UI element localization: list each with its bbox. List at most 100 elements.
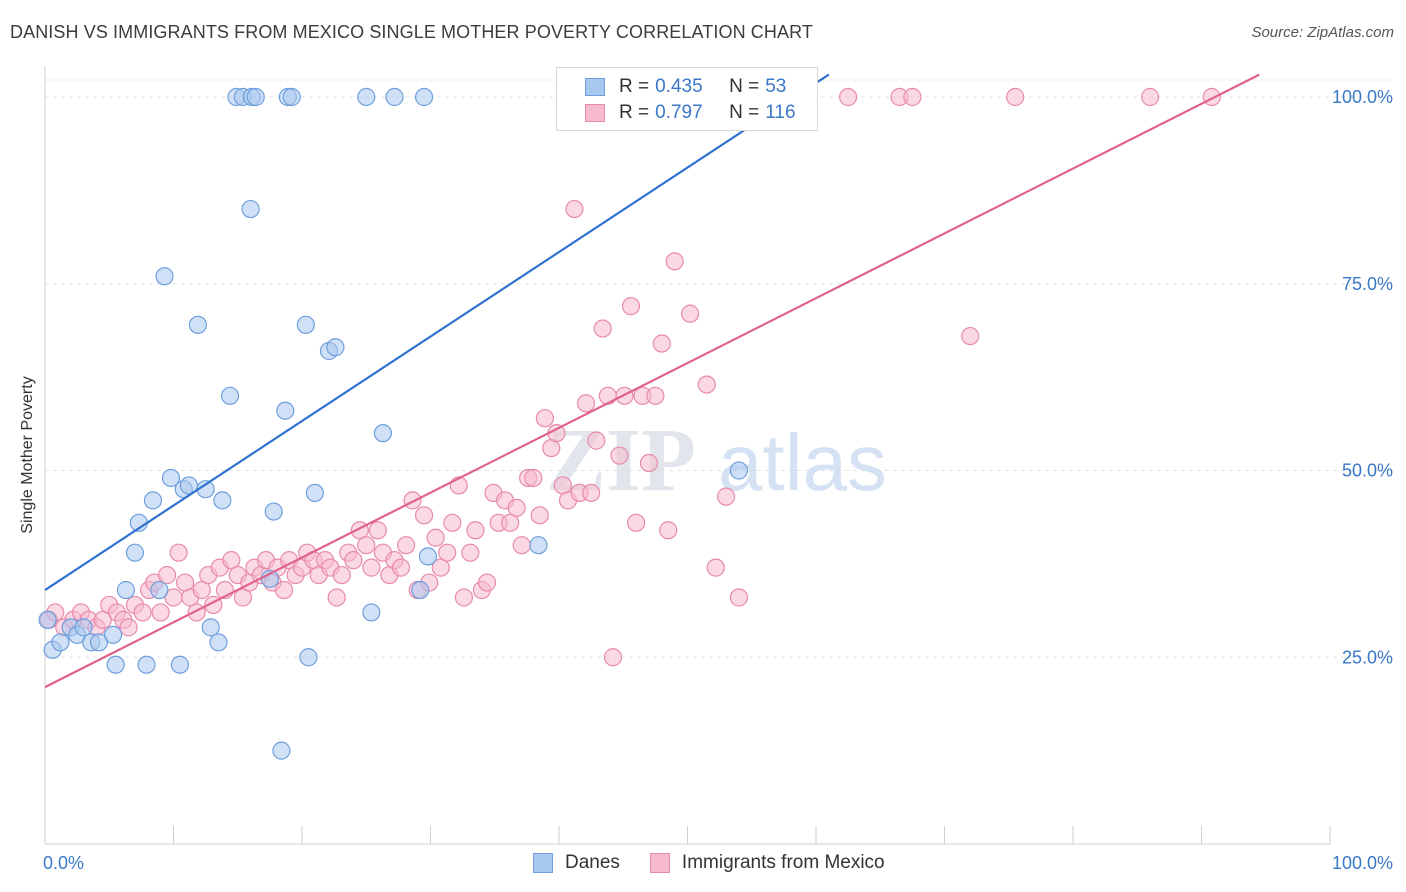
danes-point [276,401,295,420]
mexico-point [593,319,612,338]
mexico-legend-label: Immigrants from Mexico [681,852,885,873]
series-legend: Danes Immigrants from Mexico [533,852,915,874]
mexico-point [603,648,623,667]
mexico-point [524,468,543,488]
danes-point [170,655,190,674]
danes-point [385,87,404,107]
mexico-points [39,87,1221,667]
mexico-point [438,543,457,562]
mexico-point [357,536,376,555]
mexico-point [477,573,497,592]
danes-point [729,461,749,480]
mexico-point [151,603,170,622]
y-tick-label: 75.0% [1342,274,1393,294]
danes-point [104,625,123,644]
danes-point [357,87,376,107]
mexico-point [327,588,346,607]
danes-point [272,741,291,760]
mexico-point [133,603,152,622]
tick-labels: 25.0% 50.0% 75.0% 100.0% 0.0% 100.0% [43,87,1393,873]
mexico-point [903,87,922,107]
danes-point [299,648,318,667]
mexico-point [565,199,584,219]
mexico-point [697,375,716,394]
danes-point [143,491,163,510]
danes-point [296,315,315,334]
danes-point [213,491,232,510]
danes-legend-swatch [533,853,553,873]
mexico-point [706,558,725,577]
mexico-point [839,87,858,107]
y-axis-label: Single Mother Poverty [19,376,36,534]
danes-r-value: 0.435 [655,76,703,97]
x-tick-label: 100.0% [1332,853,1393,873]
mexico-point [621,297,641,316]
danes-n-value: 53 [765,76,787,97]
axes [44,66,1331,845]
danes-point [220,386,240,405]
danes-point [264,502,283,521]
mexico-point [391,558,411,577]
danes-point [137,655,156,674]
mexico-point [610,446,629,465]
mexico-point [344,551,363,570]
danes-point [74,618,93,637]
danes-point [241,199,260,219]
watermark-atlas: atlas [718,418,887,507]
mexico-point [461,543,480,562]
danes-point [51,633,70,652]
mexico-point [535,409,554,428]
danes-points [38,87,749,760]
mexico-n-value: 116 [765,102,796,123]
mexico-point [414,506,434,525]
mexico-point [639,453,659,473]
danes-point [529,536,548,555]
danes-point [326,338,345,357]
mexico-n-label: N = [729,102,760,123]
mexico-trendline [44,73,1260,689]
mexico-point [659,521,678,540]
mexico-point [665,252,684,271]
source-label: Source: ZipAtlas.com [1251,24,1394,41]
danes-point [155,267,174,286]
danes-point [161,468,181,488]
legend-row-danes: R = 0.435 N = 53 [585,74,786,100]
mexico-point [626,513,646,532]
mexico-point [1202,87,1221,107]
legend-item-danes[interactable]: Danes [533,852,620,874]
mexico-point [652,334,671,353]
mexico-point [368,521,387,540]
correlation-legend: R = 0.435 N = 53 R = 0.797 N = 116 [556,67,818,131]
mexico-point [466,521,485,540]
mexico-point [332,565,351,585]
danes-swatch [585,78,605,96]
mexico-point [403,491,422,510]
mexico-point [587,431,606,450]
danes-point [116,580,136,600]
mexico-point [582,483,601,503]
mexico-point [454,588,474,607]
danes-point [246,87,265,107]
mexico-point [512,536,531,555]
danes-point [150,580,169,600]
danes-point [89,633,109,652]
y-tick-label: 100.0% [1332,87,1393,107]
mexico-point [426,528,445,547]
legend-item-mexico[interactable]: Immigrants from Mexico [649,852,885,874]
mexico-point [396,536,416,555]
mexico-point [716,487,736,506]
mexico-point [961,326,980,346]
mexico-point [119,618,138,637]
mexico-point [530,506,549,525]
danes-point [209,633,228,652]
legend-row-mexico: R = 0.797 N = 116 [585,100,796,126]
danes-point [414,87,434,107]
danes-point [125,543,145,562]
danes-point [411,580,430,600]
danes-point [38,610,57,630]
danes-trendline [44,73,830,591]
mexico-point [169,543,188,562]
trendlines [44,73,1260,689]
mexico-point [362,558,381,577]
